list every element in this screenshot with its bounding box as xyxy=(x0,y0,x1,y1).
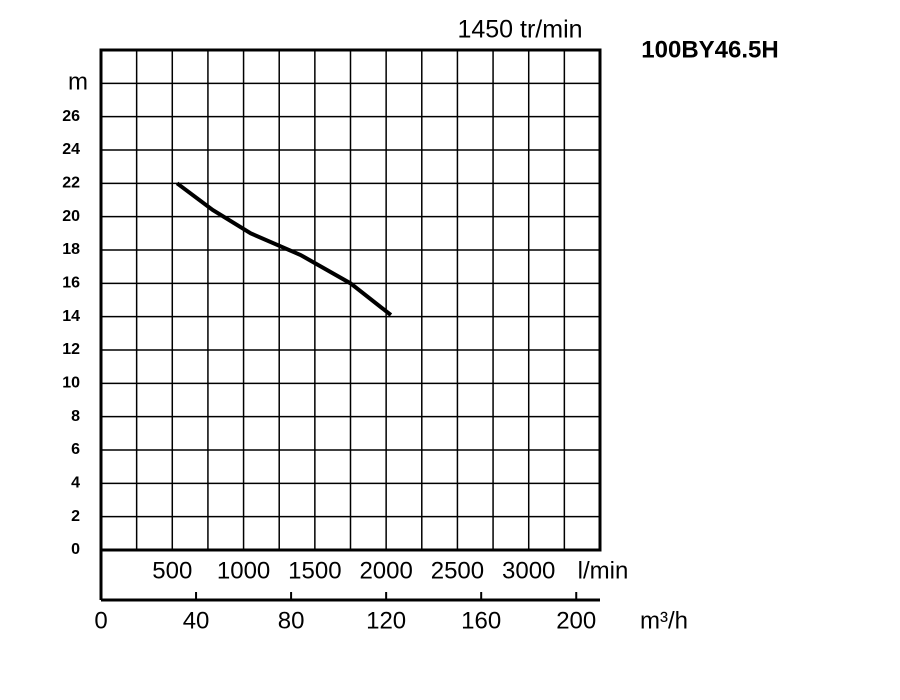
y-tick-label: 20 xyxy=(62,208,80,225)
x-tick-label: 80 xyxy=(278,607,305,634)
x2-tick-label: 1000 xyxy=(217,557,270,584)
x2-tick-label: 1500 xyxy=(288,557,341,584)
y-tick-label: 4 xyxy=(71,475,80,492)
x-tick-label: 160 xyxy=(461,607,501,634)
curve xyxy=(175,181,393,317)
x-tick-label: 120 xyxy=(366,607,406,634)
x2-tick-label: 3000 xyxy=(502,557,555,584)
x2-axis-label: l/min xyxy=(578,557,629,584)
x-tick-label: 0 xyxy=(94,607,107,634)
chart-subtitle: 1450 tr/min xyxy=(457,16,582,44)
x-tick-label: 200 xyxy=(556,607,596,634)
y-tick-label: 22 xyxy=(62,175,80,192)
y-tick-label: 18 xyxy=(62,241,80,258)
y-tick-label: m xyxy=(68,69,88,96)
x2-tick-label: 2000 xyxy=(359,557,412,584)
y-tick-label: 6 xyxy=(71,441,80,458)
y-tick-label: 12 xyxy=(62,341,80,358)
x2-tick-label: 500 xyxy=(152,557,192,584)
y-tick-label: 16 xyxy=(62,275,80,292)
x-tick-label: 40 xyxy=(183,607,210,634)
y-tick-label: 14 xyxy=(62,308,80,325)
x2-tick-label: 2500 xyxy=(431,557,484,584)
y-tick-label: 10 xyxy=(62,375,80,392)
y-tick-label: 8 xyxy=(71,408,80,425)
y-tick-label: 2 xyxy=(71,508,80,525)
chart-title: 100BY46.5H xyxy=(641,36,778,63)
y-tick-label: 0 xyxy=(71,541,80,558)
y-tick-label: 26 xyxy=(62,108,80,125)
y-tick-label: 24 xyxy=(62,141,80,158)
x-axis-label: m³/h xyxy=(640,607,688,634)
plot-frame xyxy=(99,48,602,552)
